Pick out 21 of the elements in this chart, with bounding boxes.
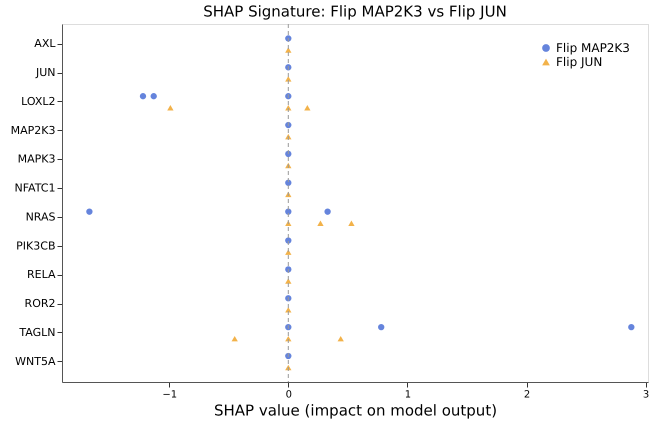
y-tick-label: LOXL2 (21, 94, 56, 108)
y-tick-label: MAPK3 (18, 152, 56, 166)
x-tick-label: 0 (286, 390, 292, 400)
x-tick-label: 1 (404, 390, 412, 400)
y-tick-label: MAP2K3 (10, 124, 56, 137)
x-axis-title: SHAP value (impact on model output) (214, 402, 498, 420)
x-tick-label: −1 (162, 390, 178, 400)
x-tick-label: 2 (524, 390, 530, 400)
y-tick-label: JUN (34, 66, 56, 80)
y-tick-label: WNT5A (15, 354, 56, 368)
chart-title: SHAP Signature: Flip MAP2K3 vs Flip JUN (203, 2, 507, 20)
y-tick-label: TAGLN (18, 326, 56, 339)
x-tick-label: 3 (642, 390, 650, 400)
y-tick-label: RELA (27, 268, 56, 282)
legend-label: Flip JUN (556, 55, 602, 69)
y-tick-label: NFATC1 (14, 182, 56, 195)
legend-label: Flip MAP2K3 (556, 41, 630, 55)
y-tick-label: PIK3CB (16, 239, 56, 252)
y-tick-label: ROR2 (24, 297, 56, 310)
y-tick-label: NRAS (26, 210, 56, 224)
y-tick-label: AXL (34, 37, 56, 50)
